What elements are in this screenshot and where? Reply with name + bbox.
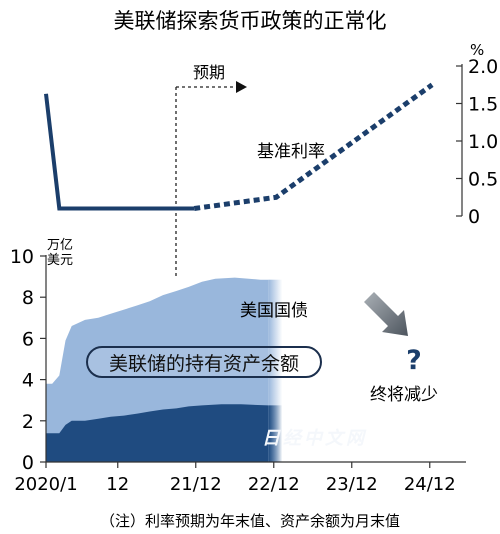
total-assets-callout: 美联储的持有资产余额 [86,346,322,378]
assets-y-tick-label: 0 [22,452,34,474]
assets-y-tick-label: 6 [22,328,34,350]
rate-tick-label: 0.5 [468,169,498,191]
assets-y-tick-label: 10 [10,246,34,268]
rate-tick-label: 1.5 [468,94,498,116]
assets-x-tick-label: 2020/1 [14,474,77,495]
decline-arrow [364,292,408,336]
assets-y-tick-label: 4 [22,370,34,392]
assets-x-tick-label: 12 [106,474,129,495]
rate-actual-line [44,93,195,211]
rate-chart: % 0 0.5 1.0 1.5 2.0 预期 基准利率 [44,41,498,278]
assets-x-tick-label: 23/12 [326,474,378,495]
forecast-label: 预期 [193,63,225,82]
rate-unit-label: % [470,41,484,59]
rate-tick-label: 0 [468,206,480,228]
assets-y-tick-label: 8 [22,287,34,309]
chart-title: 美联储探索货币政策的正常化 [114,9,387,33]
rate-series-label: 基准利率 [257,142,325,162]
assets-x-tick-label: 21/12 [170,474,222,495]
treasury-label: 美国国债 [240,301,308,321]
rate-tick-label: 1.0 [468,131,498,153]
rate-projected-line [193,82,434,211]
total-assets-label: 美联储的持有资产余额 [108,352,299,375]
assets-x-tick-label: 24/12 [404,474,456,495]
assets-unit-line-1: 万亿 [47,238,73,253]
watermark: 日经中文网 [262,428,367,449]
question-mark: ? [406,345,422,376]
assets-x-tick-label: 22/12 [248,474,300,495]
assets-y-tick-label: 2 [22,411,34,433]
treasury-fade [268,405,283,462]
assets-unit-line-2: 美元 [47,253,73,268]
rate-tick-label: 2.0 [468,56,498,78]
footnote: （注）利率预期为年末值、资产余额为月末值 [100,512,400,530]
forecast-arrow-head [236,81,247,93]
decline-label: 终将减少 [370,385,438,405]
treasury-area [46,404,269,462]
